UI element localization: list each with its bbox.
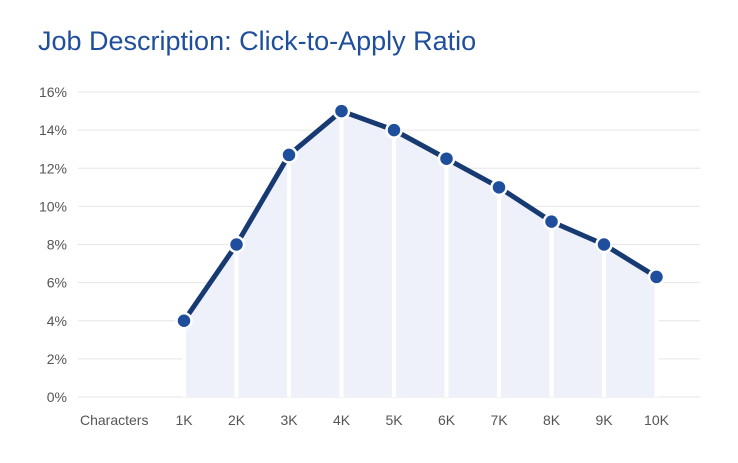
data-point: [332, 102, 351, 120]
area-shape: [184, 111, 657, 397]
y-tick-label: 14%: [39, 122, 67, 138]
y-tick-label: 4%: [47, 313, 67, 329]
y-tick-label: 12%: [39, 160, 67, 176]
y-tick-label: 8%: [47, 237, 67, 253]
x-tick-label: 2K: [228, 412, 246, 428]
x-tick-label: 10K: [644, 412, 670, 428]
x-axis-label: Characters: [80, 412, 148, 428]
data-point: [647, 268, 666, 286]
data-point: [385, 121, 403, 139]
y-tick-label: 6%: [47, 275, 67, 291]
x-tick-label: 7K: [490, 412, 508, 428]
x-tick-label: 4K: [333, 412, 351, 428]
series-line-path: [181, 108, 659, 324]
data-point: [542, 212, 561, 231]
data-points: [175, 102, 666, 330]
y-axis-ticks: 0% 2% 4% 6% 8% 10% 12% 14% 16%: [39, 84, 67, 405]
data-point: [175, 312, 193, 330]
data-point: [280, 146, 298, 164]
x-tick-label: 5K: [385, 412, 403, 428]
y-tick-label: 10%: [39, 198, 67, 214]
area-fill: [184, 111, 657, 397]
drop-lines: [182, 111, 659, 397]
y-tick-label: 2%: [47, 351, 67, 367]
x-tick-label: 9K: [595, 412, 613, 428]
chart-title: Job Description: Click-to-Apply Ratio: [38, 26, 477, 56]
y-tick-label: 0%: [47, 389, 67, 405]
data-point: [595, 235, 613, 254]
x-tick-label: 1K: [175, 412, 193, 428]
series-line: [181, 108, 659, 324]
x-axis-ticks: Characters 1K 2K 3K 4K 5K 6K 7K 8K 9K 10K: [80, 412, 670, 428]
x-tick-label: 6K: [438, 412, 456, 428]
x-tick-label: 8K: [543, 412, 561, 428]
data-point: [437, 149, 456, 168]
y-tick-label: 16%: [39, 84, 67, 100]
x-tick-label: 3K: [280, 412, 298, 428]
data-point: [490, 178, 508, 197]
data-point: [227, 235, 246, 254]
